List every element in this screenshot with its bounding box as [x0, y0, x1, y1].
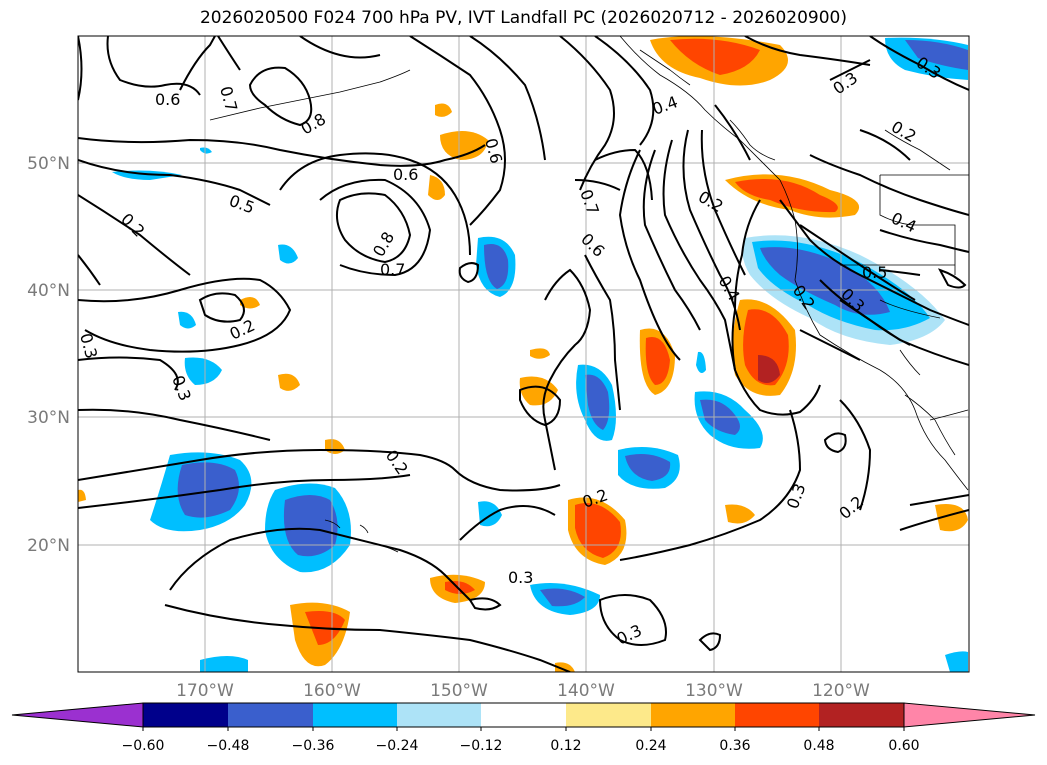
warm-patches: [78, 36, 968, 672]
colorbar-tick-label: −0.36: [292, 738, 335, 754]
lon-label-170w: 170°W: [176, 681, 234, 701]
colorbar-frame: [142, 702, 905, 728]
map-frame: [77, 35, 970, 673]
colorbar-tick-label: −0.12: [460, 738, 503, 754]
colorbar-segment: [566, 703, 651, 727]
colorbar-tick-label: 0.24: [635, 738, 666, 754]
colorbar-extend-low: [11, 702, 144, 728]
contour-label: 0.8: [298, 109, 330, 138]
contour-label: 0.2: [835, 492, 867, 523]
contour-label: 0.3: [76, 331, 101, 361]
map-title: 2026020500 F024 700 hPa PV, IVT Landfall…: [199, 8, 847, 28]
colorbar-segment: [735, 703, 819, 727]
contour-label: 0.6: [577, 229, 608, 260]
lat-label-50n: 50°N: [27, 154, 70, 174]
contour-label: 0.2: [227, 316, 258, 344]
contour-label: 0.8: [369, 228, 398, 260]
colorbar-tick-label: 0.48: [803, 738, 834, 754]
contour-label: 0.2: [888, 117, 920, 146]
contour-label: 0.5: [227, 191, 257, 218]
colorbar-segment: [143, 703, 228, 727]
contour-label: 0.6: [155, 90, 180, 109]
lon-labels: 170°W 160°W 150°W 140°W 130°W 120°W: [176, 681, 870, 701]
colorbar-segment: [228, 703, 313, 727]
colorbar-segment: [651, 703, 735, 727]
lon-label-140w: 140°W: [557, 681, 615, 701]
lat-label-20n: 20°N: [27, 536, 70, 556]
contour-label: 0.7: [216, 84, 241, 114]
colorbar-segment: [481, 703, 566, 727]
contour-label: 0.4: [888, 208, 919, 236]
colorbar-tick-label: 0.36: [719, 738, 750, 754]
contour-label: 0.6: [393, 165, 418, 184]
colorbar-tick-labels: −0.60 −0.48 −0.36 −0.24 −0.12 0.12 0.24 …: [122, 738, 920, 754]
lon-label-130w: 130°W: [685, 681, 743, 701]
contour-label: 0.2: [117, 209, 148, 240]
coastlines: [209, 36, 969, 553]
gridlines: [78, 36, 969, 672]
contour-label: 0.4: [650, 92, 680, 119]
colorbar-tick-label: 0.60: [888, 738, 919, 754]
colorbar-tick-label: −0.48: [207, 738, 250, 754]
lat-label-40n: 40°N: [27, 281, 70, 301]
colorbar-segment: [819, 703, 904, 727]
contour-label: 0.7: [576, 187, 603, 217]
colorbar-tick-label: −0.24: [376, 738, 419, 754]
pv-contours: [78, 36, 969, 672]
colorbar-tick-label: −0.60: [122, 738, 165, 754]
lon-label-160w: 160°W: [303, 681, 361, 701]
contour-label: 0.5: [862, 263, 887, 282]
colorbar-ticks: [142, 727, 905, 731]
contour-label: 0.2: [695, 187, 727, 216]
lat-label-30n: 30°N: [27, 408, 70, 428]
colorbar-extend-high: [903, 702, 1036, 728]
contour-label: 0.3: [508, 568, 533, 587]
contour-label: 0.3: [783, 481, 810, 511]
colorbar-tick-label: 0.12: [550, 738, 581, 754]
lon-label-120w: 120°W: [812, 681, 870, 701]
lat-labels: 50°N 40°N 30°N 20°N: [27, 154, 70, 556]
contour-label: 0.7: [380, 260, 405, 279]
colorbar-segment: [397, 703, 481, 727]
contour-label: 0.3: [829, 68, 861, 98]
colorbar: −0.60 −0.48 −0.36 −0.24 −0.12 0.12 0.24 …: [11, 702, 1036, 754]
lon-label-150w: 150°W: [430, 681, 488, 701]
contour-label: 0.4: [715, 273, 744, 305]
colorbar-segment: [313, 703, 397, 727]
